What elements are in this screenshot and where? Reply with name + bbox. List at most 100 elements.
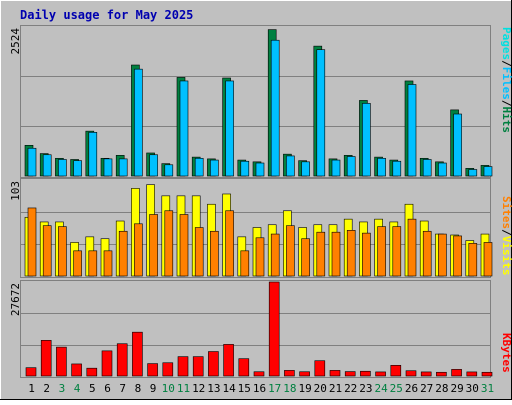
files-bar [42, 154, 52, 177]
files-bar [255, 162, 265, 177]
visits-ymax-label: 103 [9, 181, 22, 201]
sites-bar [118, 230, 128, 277]
day-label: 10 [162, 382, 175, 395]
kbytes-bar [314, 360, 326, 377]
kbytes-bar [162, 362, 174, 377]
sites-bar [134, 223, 143, 277]
files-bar [483, 166, 493, 177]
day-label: 28 [435, 382, 448, 395]
sites-bar [88, 250, 98, 277]
sites-bar [225, 210, 234, 277]
kbytes-bar [375, 371, 386, 377]
chart-title: Daily usage for May 2025 [20, 8, 193, 22]
kbytes-bar [329, 370, 341, 377]
kbytes-bar [451, 369, 462, 377]
kbytes-bar [132, 331, 143, 377]
files-bar [362, 103, 371, 177]
day-label: 8 [135, 382, 142, 395]
legend-sep-2: / [500, 100, 512, 107]
kbytes-bar [253, 371, 265, 377]
kbytes-bar [116, 343, 128, 377]
sites-bar [73, 250, 82, 277]
day-label: 13 [207, 382, 220, 395]
legend-pages: Pages [500, 27, 512, 60]
files-bar [422, 159, 432, 177]
day-label: 30 [466, 382, 479, 395]
day-label: 26 [405, 382, 418, 395]
files-bar [316, 49, 326, 177]
files-bar [149, 154, 158, 177]
sites-bar [362, 232, 371, 277]
day-label: 23 [359, 382, 372, 395]
sites-bar [286, 225, 295, 277]
sites-bar [392, 226, 402, 277]
files-bar [240, 160, 250, 177]
sites-bar [179, 214, 189, 277]
files-bar [453, 113, 462, 177]
day-label: 21 [329, 382, 342, 395]
sites-bar [346, 230, 356, 277]
sites-bar [27, 207, 37, 277]
day-label: 24 [374, 382, 388, 395]
files-bar [194, 157, 204, 177]
files-bar [164, 164, 174, 177]
sites-bar [58, 226, 67, 277]
kbytes-bar [268, 281, 280, 377]
kbytes-bar [481, 371, 493, 377]
day-axis: 1 2 3 4 5 6 7 8 9 10 11 12 13 14 15 16 17 18 19 20 21 22 23 24 2… [28, 382, 494, 395]
sites-bar [270, 233, 280, 277]
files-bar [103, 158, 113, 177]
kbytes-bar [177, 356, 189, 377]
legend-hits: Hits [500, 107, 512, 134]
kbytes-bar [436, 371, 447, 377]
kbytes-bar [284, 370, 295, 377]
kbytes-panel [20, 280, 491, 378]
sites-bar [316, 231, 326, 277]
sites-bar [468, 243, 478, 277]
kbytes-bar [344, 371, 356, 377]
kbytes-bar [40, 340, 52, 377]
day-label: 5 [89, 382, 96, 395]
kbytes-bar [56, 346, 67, 377]
bars [24, 29, 493, 377]
sites-bar [255, 237, 265, 277]
files-bar [225, 80, 234, 177]
sites-bar [149, 214, 158, 277]
day-label: 3 [59, 382, 66, 395]
files-bar [179, 80, 189, 177]
day-label: 14 [222, 382, 236, 395]
day-label: 31 [481, 382, 494, 395]
files-bar [270, 39, 280, 177]
day-label: 9 [150, 382, 157, 395]
sites-bar [438, 233, 447, 277]
hits-ymax-label: 2524 [9, 28, 22, 55]
kbytes-bar [208, 351, 219, 377]
sites-bar [210, 230, 219, 277]
kbytes-bar [466, 371, 478, 377]
legend-visits: Visits [500, 236, 512, 276]
day-label: 20 [314, 382, 327, 395]
day-label: 18 [283, 382, 296, 395]
day-label: 27 [420, 382, 433, 395]
day-label: 11 [177, 382, 190, 395]
files-bar [286, 155, 295, 177]
legend-sep-1: / [500, 60, 512, 67]
files-bar [88, 132, 98, 177]
day-label: 6 [104, 382, 111, 395]
kbytes-bar [71, 363, 82, 377]
files-bar [377, 157, 386, 177]
sites-bar [42, 225, 52, 277]
sites-bar [331, 231, 341, 277]
sites-bar [103, 250, 113, 277]
files-bar [118, 158, 128, 177]
legend-sites: Sites [500, 196, 512, 229]
sites-bar [194, 227, 204, 277]
day-label: 12 [192, 382, 205, 395]
sites-bar [483, 242, 493, 277]
files-bar [392, 160, 402, 177]
kbytes-bar [405, 370, 417, 377]
kbytes-bar [223, 344, 234, 377]
files-bar [346, 156, 356, 177]
